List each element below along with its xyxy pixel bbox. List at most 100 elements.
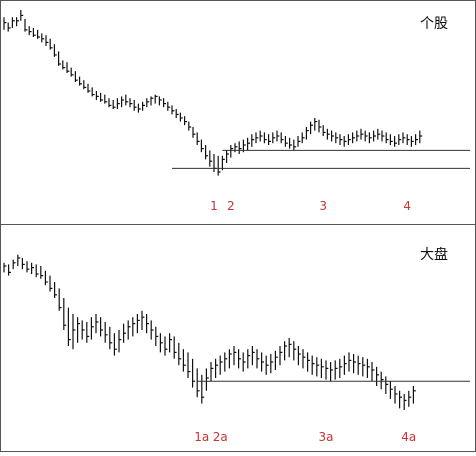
price-bar	[17, 254, 21, 266]
price-bar	[226, 150, 229, 163]
price-bar	[205, 145, 208, 160]
price-bar	[270, 354, 274, 374]
point-label: 1a	[194, 430, 209, 444]
price-bar	[196, 368, 200, 398]
price-bar	[307, 352, 310, 372]
price-bar	[167, 101, 171, 111]
price-bar	[259, 130, 263, 142]
price-bar	[394, 386, 398, 404]
price-bar	[169, 333, 172, 353]
price-bar	[256, 349, 260, 369]
price-bar	[318, 119, 322, 133]
price-bar	[297, 136, 301, 147]
price-bar	[104, 94, 108, 104]
price-bar	[406, 134, 410, 145]
price-bar	[389, 134, 393, 145]
price-bar	[316, 357, 320, 377]
price-bar	[412, 386, 416, 404]
price-bar	[154, 94, 158, 104]
price-bar	[8, 264, 11, 276]
price-bar	[173, 336, 177, 359]
price-bar	[62, 60, 66, 70]
price-bar	[28, 26, 32, 36]
price-bar	[112, 100, 116, 109]
price-bar	[78, 76, 82, 86]
price-bar	[325, 360, 329, 380]
price-bar	[53, 282, 57, 298]
price-bar	[389, 381, 393, 399]
price-bar	[272, 132, 276, 144]
price-bar	[302, 349, 306, 369]
price-bar	[104, 322, 108, 343]
price-bar	[192, 127, 196, 138]
point-label: 4	[403, 199, 411, 213]
price-bar	[141, 310, 145, 330]
price-bar	[178, 342, 182, 366]
price-bar	[95, 314, 99, 334]
price-bar	[334, 360, 338, 380]
price-bar	[274, 350, 278, 370]
price-bar	[289, 137, 292, 149]
price-bar	[36, 29, 40, 39]
price-bar	[265, 355, 269, 375]
point-label: 2a	[213, 430, 228, 444]
price-bar	[314, 118, 318, 131]
price-bar	[159, 333, 163, 353]
price-bar	[353, 354, 356, 374]
price-bar	[219, 355, 223, 375]
price-bar	[122, 323, 126, 343]
price-bar	[155, 326, 159, 346]
price-bar	[188, 121, 192, 131]
panel-stock-bars	[3, 10, 423, 176]
price-bar	[357, 355, 361, 375]
price-bar	[7, 22, 11, 32]
price-bar	[63, 298, 67, 330]
price-bar	[330, 362, 333, 382]
price-bar	[210, 362, 214, 382]
price-bar	[356, 130, 360, 142]
price-bar	[310, 121, 313, 135]
price-bar	[31, 262, 34, 274]
panel-index: 大盘 1a 2a 3a 4a	[3, 246, 470, 444]
price-bar	[3, 262, 7, 273]
price-bar	[11, 17, 15, 28]
price-bar	[26, 261, 30, 273]
price-bar	[305, 127, 309, 140]
price-bar	[221, 155, 225, 171]
price-bar	[251, 134, 255, 147]
point-label: 2	[227, 199, 235, 213]
price-bar	[284, 341, 287, 361]
panel-stock-reference-lines	[172, 149, 470, 169]
price-bar	[137, 103, 141, 113]
price-bar	[86, 322, 90, 343]
price-bar	[187, 352, 191, 378]
price-bar	[238, 141, 242, 154]
price-bar	[44, 270, 48, 286]
price-bar	[352, 132, 355, 144]
price-bar	[410, 136, 414, 147]
price-bar	[228, 349, 232, 369]
price-bar	[380, 371, 384, 390]
price-bar	[58, 288, 62, 311]
price-bar	[205, 368, 209, 391]
price-bar	[83, 80, 87, 90]
price-bar	[24, 19, 28, 32]
price-bar	[163, 98, 166, 108]
price-bar	[224, 352, 228, 372]
price-bar	[125, 94, 129, 106]
price-bar	[230, 145, 234, 158]
price-bar	[118, 330, 122, 353]
price-bar	[182, 349, 186, 372]
price-bar	[136, 314, 140, 334]
price-bar	[127, 320, 131, 340]
price-bar	[385, 132, 389, 144]
price-bar	[261, 352, 264, 372]
price-bar	[99, 92, 103, 102]
price-bar	[53, 44, 57, 57]
price-bar	[57, 51, 61, 66]
panel-index-bars	[3, 254, 416, 410]
price-bar	[142, 101, 145, 111]
